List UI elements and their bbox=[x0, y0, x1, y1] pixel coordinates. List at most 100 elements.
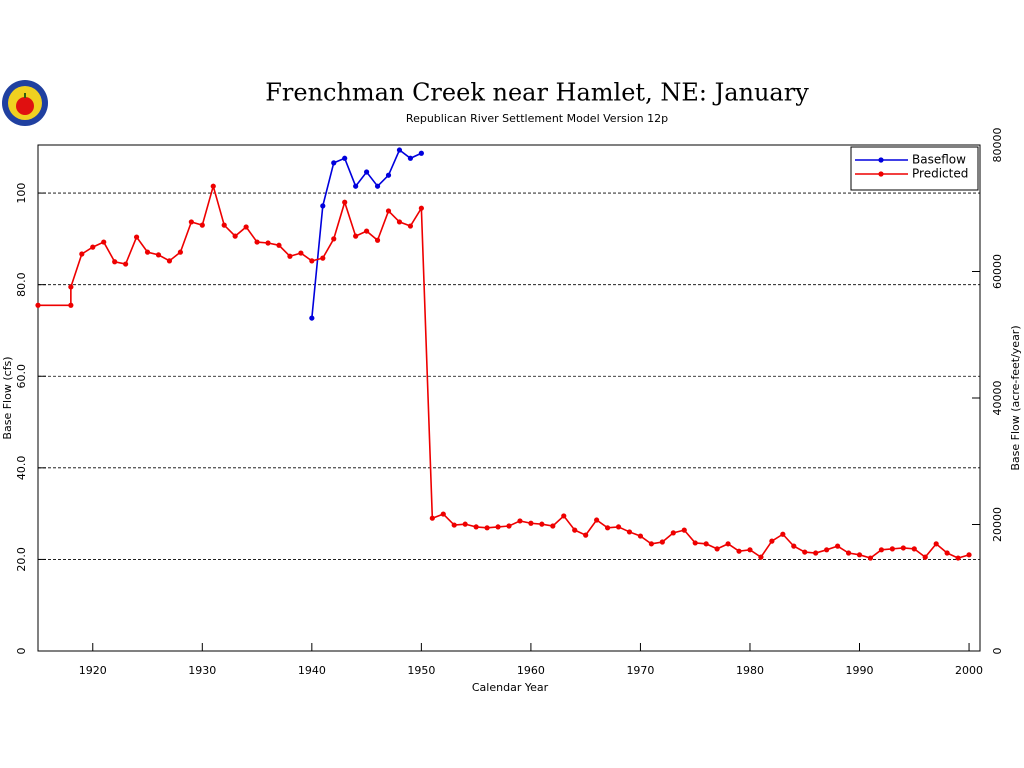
logo bbox=[2, 80, 48, 126]
y-tick-label: 60.0 bbox=[15, 364, 28, 389]
series-point bbox=[955, 555, 961, 561]
series-point bbox=[374, 183, 381, 189]
series-point bbox=[243, 224, 249, 230]
series-point bbox=[210, 183, 216, 189]
series-point bbox=[615, 524, 622, 530]
chart-title: Frenchman Creek near Hamlet, NE: January bbox=[265, 79, 809, 107]
series-point bbox=[177, 249, 183, 255]
series-point bbox=[155, 252, 162, 258]
y-tick-label: 80.0 bbox=[15, 272, 28, 297]
series-point bbox=[407, 223, 414, 229]
series-point bbox=[626, 529, 633, 535]
series-point bbox=[922, 554, 928, 560]
series-point bbox=[528, 520, 534, 526]
series-point bbox=[123, 261, 129, 267]
series-point bbox=[889, 546, 895, 552]
series-point bbox=[68, 302, 74, 308]
series-point bbox=[265, 240, 271, 246]
series-point bbox=[440, 511, 446, 517]
series-point bbox=[101, 239, 107, 245]
y2-tick-label: 0 bbox=[991, 648, 1004, 655]
x-tick-label: 1960 bbox=[517, 664, 545, 677]
series-point bbox=[670, 530, 676, 536]
legend-box bbox=[850, 146, 979, 191]
x-tick-label: 1970 bbox=[626, 664, 654, 677]
series-point bbox=[714, 546, 720, 552]
legend-label: Predicted bbox=[912, 167, 968, 181]
series-point bbox=[418, 205, 424, 211]
series-point bbox=[199, 222, 205, 228]
x-tick-label: 1950 bbox=[407, 664, 435, 677]
y2-tick-label: 80000 bbox=[991, 128, 1004, 163]
series-point bbox=[68, 284, 74, 290]
series-point bbox=[539, 521, 545, 527]
series-point bbox=[144, 249, 151, 255]
logo-apple bbox=[16, 97, 34, 115]
series-point bbox=[331, 160, 337, 166]
series-point bbox=[933, 541, 939, 547]
series-line bbox=[311, 148, 422, 319]
series-point bbox=[232, 233, 238, 239]
series-point bbox=[473, 524, 479, 530]
series-point bbox=[856, 552, 863, 558]
series-point bbox=[791, 543, 797, 549]
y2-tick-label: 20000 bbox=[991, 507, 1004, 542]
series-point bbox=[112, 259, 118, 265]
series-line bbox=[38, 183, 970, 559]
y-tick-label: 20.0 bbox=[15, 547, 28, 572]
series-point bbox=[583, 532, 589, 538]
y2-axis-title: Base Flow (acre-feet/year) bbox=[1009, 325, 1022, 470]
legend-label: Baseflow bbox=[912, 153, 966, 167]
series-point bbox=[429, 515, 435, 521]
y-tick-label: 0 bbox=[15, 648, 28, 655]
series-point bbox=[824, 547, 830, 553]
series-point bbox=[331, 236, 337, 242]
series-point bbox=[681, 527, 687, 533]
y-tick-label: 100 bbox=[15, 183, 28, 204]
x-tick-label: 1920 bbox=[79, 664, 107, 677]
series-point bbox=[364, 228, 370, 234]
series-point bbox=[451, 522, 457, 528]
series-point bbox=[396, 219, 403, 225]
series-point bbox=[813, 550, 819, 556]
x-tick-label: 1980 bbox=[736, 664, 764, 677]
series-point bbox=[703, 541, 709, 547]
legend-marker bbox=[878, 171, 884, 177]
series-point bbox=[133, 234, 140, 240]
series-point bbox=[320, 255, 326, 261]
logo-stem bbox=[24, 93, 26, 98]
series-point bbox=[900, 545, 906, 551]
series-point bbox=[276, 242, 282, 248]
y-tick-label: 40.0 bbox=[15, 456, 28, 481]
series-point bbox=[385, 172, 392, 178]
series-point bbox=[221, 222, 227, 228]
series-point bbox=[747, 547, 753, 553]
series-point bbox=[353, 183, 359, 189]
series-point bbox=[309, 315, 315, 321]
series-point bbox=[342, 155, 348, 161]
series-point bbox=[769, 538, 775, 544]
series-point bbox=[550, 523, 556, 529]
series-point bbox=[506, 523, 512, 529]
series-point bbox=[484, 525, 490, 531]
x-tick-label: 1930 bbox=[188, 664, 216, 677]
series-point bbox=[374, 237, 381, 243]
series-point bbox=[309, 258, 315, 264]
series-point bbox=[725, 541, 731, 547]
plot-frame bbox=[37, 144, 981, 652]
series-point bbox=[495, 524, 501, 530]
legend-marker bbox=[878, 157, 884, 163]
series-point bbox=[648, 541, 654, 547]
series-point bbox=[79, 251, 85, 257]
series-point bbox=[845, 550, 852, 556]
series-point bbox=[944, 550, 950, 556]
series-point bbox=[572, 527, 578, 533]
series-point bbox=[604, 525, 611, 531]
series-point bbox=[878, 547, 885, 553]
series-point bbox=[385, 208, 392, 214]
x-tick-label: 1990 bbox=[846, 664, 874, 677]
series-point bbox=[396, 147, 403, 153]
series-point bbox=[835, 543, 841, 549]
series-point bbox=[637, 533, 644, 539]
